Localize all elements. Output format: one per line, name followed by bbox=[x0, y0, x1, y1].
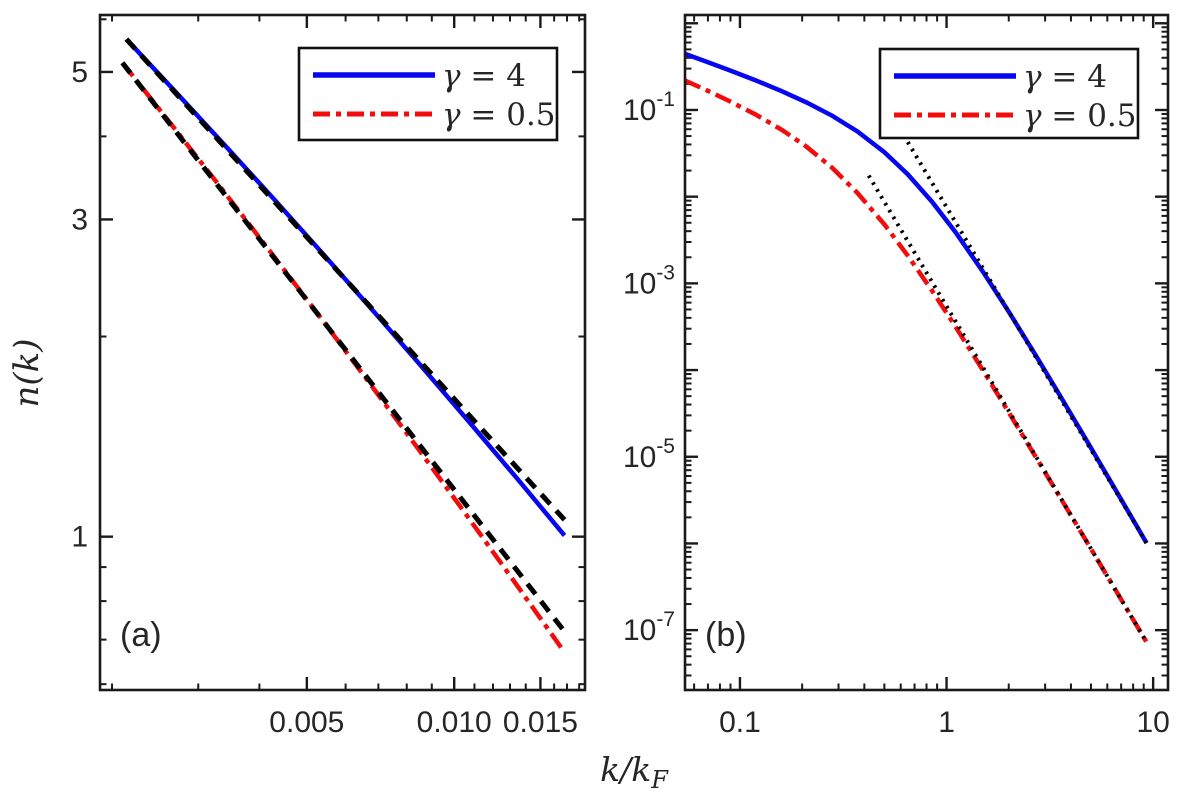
legend-label: γ = 4 bbox=[442, 58, 526, 94]
x-tick-label: 0.015 bbox=[503, 706, 578, 739]
legend-box bbox=[297, 46, 559, 142]
legend-panel-b: γ = 4γ = 0.5 bbox=[878, 47, 1140, 140]
x-axis-label: k/kF bbox=[554, 750, 714, 794]
curve-gamma-4-panel-a bbox=[124, 37, 567, 537]
legend-label: γ = 4 bbox=[1023, 59, 1107, 95]
panel-a-ticks bbox=[100, 15, 585, 690]
panel-a-letter: (a) bbox=[120, 616, 162, 654]
legend-panel-a: γ = 4γ = 0.5 bbox=[297, 46, 559, 142]
y-tick-label: 5 bbox=[71, 56, 88, 89]
x-axis-label-subscript: F bbox=[651, 766, 668, 794]
x-tick-label: 0.005 bbox=[269, 706, 344, 739]
panel-a-frame bbox=[98, 13, 587, 692]
panel-b-frame bbox=[683, 13, 1170, 692]
x-tick-label: 0.1 bbox=[719, 706, 761, 739]
curve-gamma-4-panel-b bbox=[683, 51, 1149, 545]
panel-a: 0.005 0.010 0.015 5 3 1 γ = 4γ = 0.5 bbox=[71, 13, 587, 739]
y-tick-label: 3 bbox=[71, 203, 88, 236]
x-tick-label: 10 bbox=[1136, 706, 1169, 739]
x-tick-label: 0.010 bbox=[417, 706, 492, 739]
y-tick-label: 10-1 bbox=[623, 88, 675, 127]
legend-label: γ = 0.5 bbox=[442, 97, 556, 133]
y-tick-label: 10-3 bbox=[623, 261, 675, 300]
panel-b: 0.1 1 10 10-1 10-3 10-5 10-7 γ = 4γ = 0.5 bbox=[623, 13, 1170, 739]
legend-box bbox=[878, 47, 1140, 140]
y-tick-label: 10-7 bbox=[623, 608, 675, 647]
legend-label: γ = 0.5 bbox=[1023, 98, 1137, 134]
x-tick-label: 1 bbox=[938, 706, 955, 739]
panel-a-curves bbox=[120, 37, 567, 654]
panel-b-tick-labels: 0.1 1 10 10-1 10-3 10-5 10-7 bbox=[623, 88, 1170, 739]
x-axis-label-main: k/k bbox=[600, 750, 652, 789]
y-axis-label: n(k) bbox=[7, 338, 47, 408]
y-tick-label: 10-5 bbox=[623, 435, 675, 474]
panel-a-tick-labels: 0.005 0.010 0.015 5 3 1 bbox=[71, 56, 578, 739]
curve-powerlaw-fit-gamma-0.5-panel-a bbox=[120, 61, 567, 634]
panel-b-letter: (b) bbox=[705, 616, 747, 654]
y-tick-label: 1 bbox=[71, 521, 88, 554]
curve-gamma-0.5-panel-b bbox=[683, 78, 1149, 644]
panel-b-curves bbox=[683, 51, 1149, 644]
